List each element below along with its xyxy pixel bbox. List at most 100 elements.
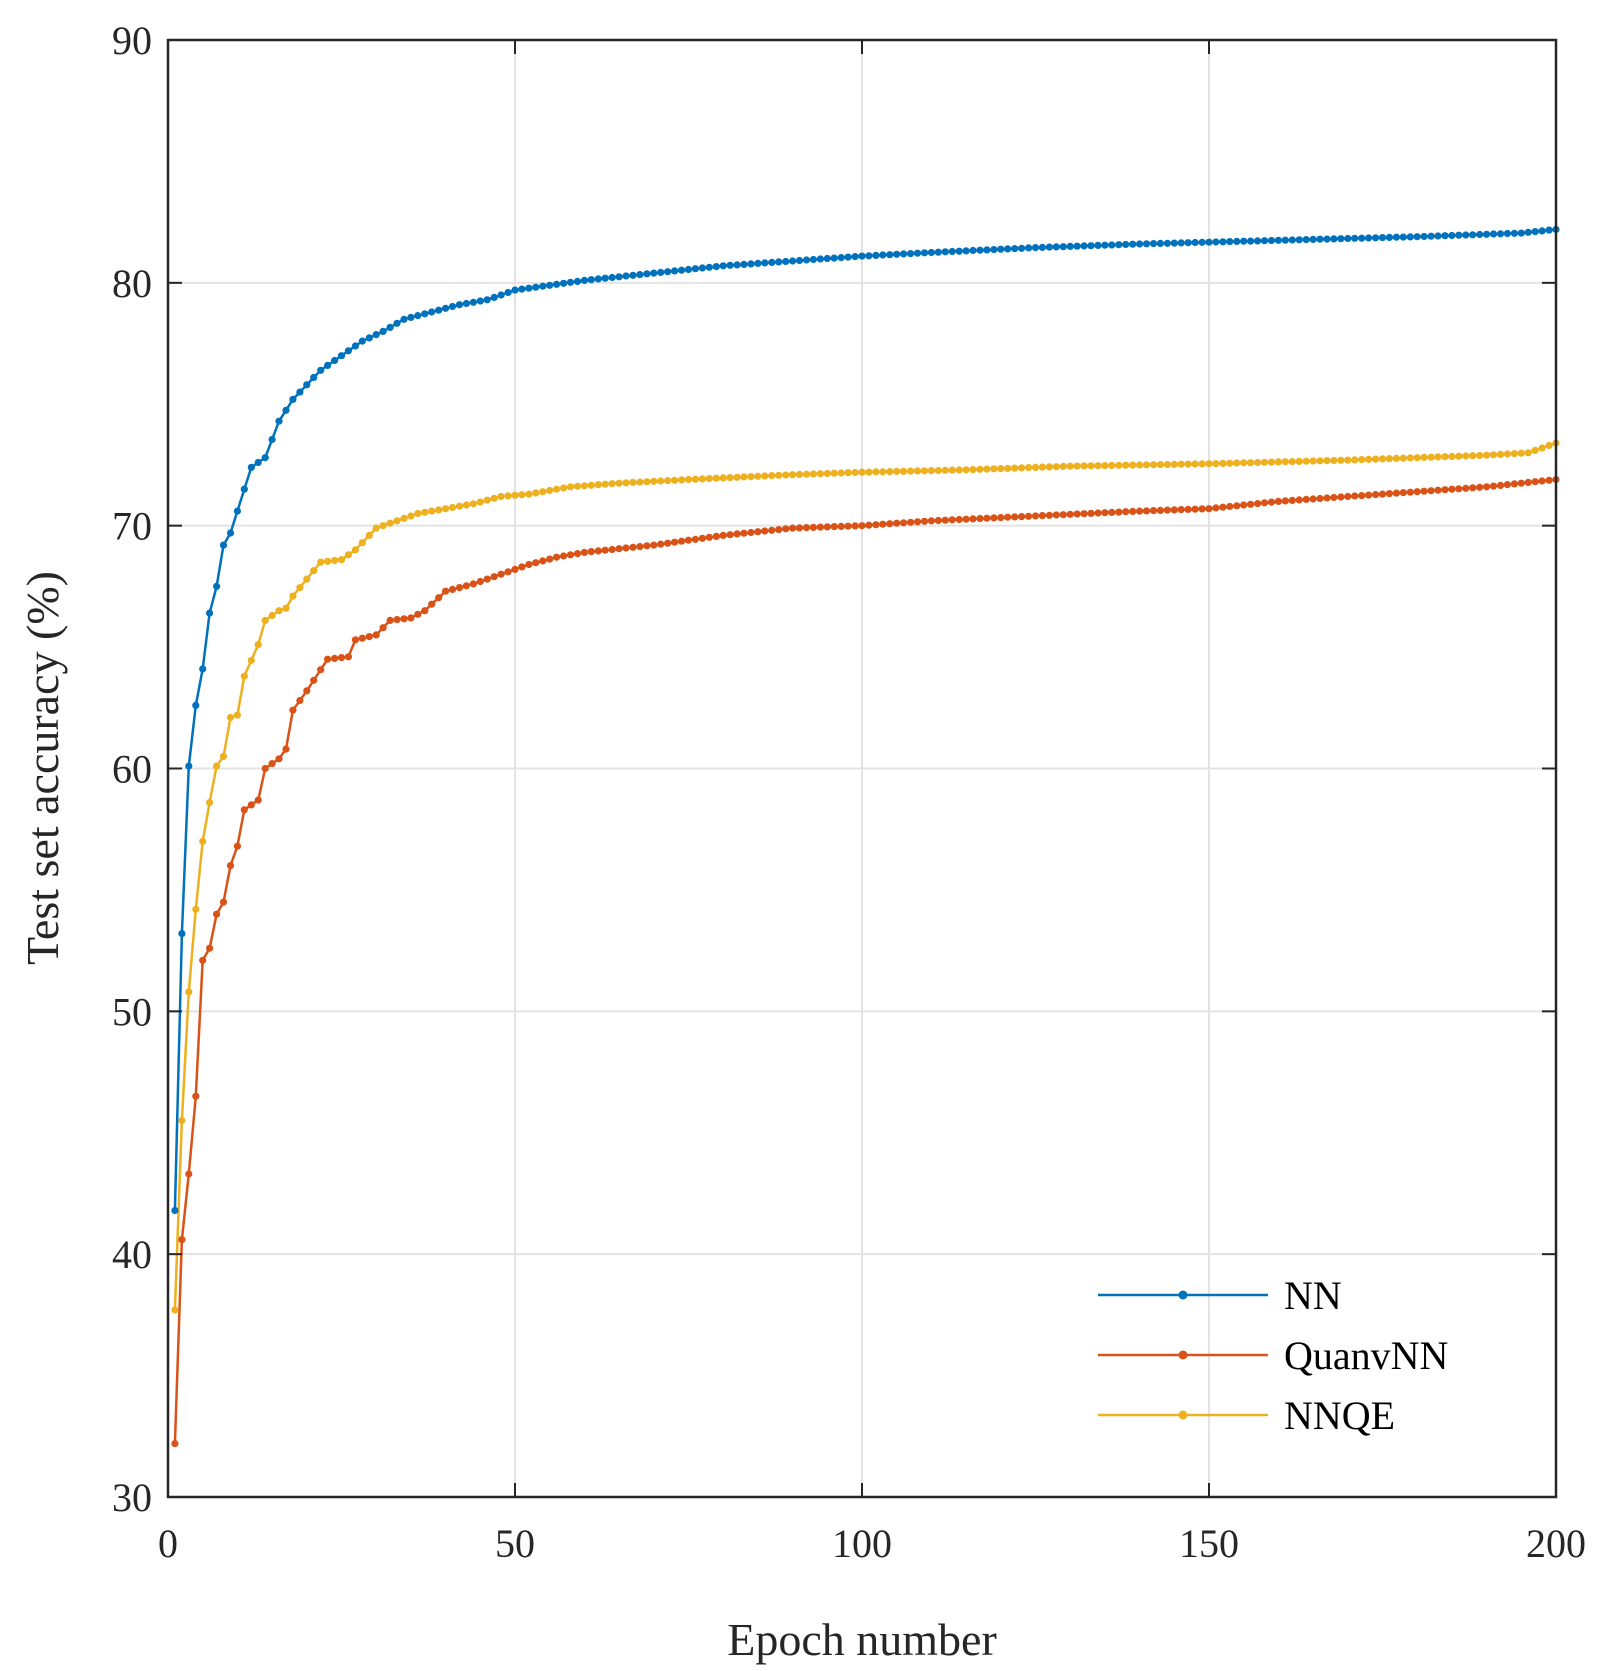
data-point-nnqe xyxy=(795,470,804,478)
data-point-nnqe xyxy=(331,556,339,565)
data-point-nnqe xyxy=(941,466,949,474)
data-point-quanvnn xyxy=(643,542,651,550)
data-point-nnqe xyxy=(490,494,498,502)
data-point-nnqe xyxy=(684,475,693,484)
data-point-nnqe xyxy=(1385,455,1393,463)
data-point-quanvnn xyxy=(733,530,741,538)
data-point-quanvnn xyxy=(1108,508,1116,516)
data-point-quanvnn xyxy=(1198,505,1206,513)
grid-lines xyxy=(168,40,1556,1497)
data-point-quanvnn xyxy=(678,537,686,545)
data-point-nn xyxy=(407,313,415,321)
data-point-nn xyxy=(553,280,561,288)
data-point-nn xyxy=(684,265,693,274)
data-point-nnqe xyxy=(421,508,429,516)
data-point-quanvnn xyxy=(1254,500,1262,508)
data-point-nnqe xyxy=(219,752,228,761)
data-point-quanvnn xyxy=(705,533,713,541)
data-point-nn xyxy=(372,331,380,339)
data-point-nnqe xyxy=(1226,459,1234,467)
data-point-quanvnn xyxy=(1462,484,1470,492)
data-point-nnqe xyxy=(920,467,929,475)
data-point-nn xyxy=(296,388,304,396)
data-point-nnqe xyxy=(1441,453,1449,461)
data-point-nnqe xyxy=(483,496,491,504)
data-point-quanvnn xyxy=(546,555,554,563)
data-point-nn xyxy=(1476,230,1484,239)
data-point-nn xyxy=(816,255,825,263)
data-point-nnqe xyxy=(969,466,977,474)
data-point-nn xyxy=(934,248,942,256)
data-point-nn xyxy=(969,246,977,255)
data-point-nnqe xyxy=(553,485,561,493)
data-point-quanvnn xyxy=(740,529,748,537)
data-point-quanvnn xyxy=(421,607,429,615)
data-point-quanvnn xyxy=(178,1236,186,1244)
data-point-nnqe xyxy=(455,502,464,510)
data-point-nnqe xyxy=(1101,462,1109,470)
data-point-nn xyxy=(1052,243,1060,251)
data-point-nn xyxy=(1163,239,1171,247)
data-point-nnqe xyxy=(1094,462,1102,470)
data-point-quanvnn xyxy=(1087,509,1095,517)
data-point-nnqe xyxy=(1087,462,1095,470)
data-point-nnqe xyxy=(1142,461,1151,469)
data-point-quanvnn xyxy=(442,587,450,595)
legend-marker-quanvnn xyxy=(1178,1350,1188,1360)
data-point-nnqe xyxy=(671,476,679,484)
data-point-nnqe xyxy=(1351,456,1359,464)
data-point-nnqe xyxy=(233,711,241,719)
data-point-nnqe xyxy=(622,479,630,487)
data-point-quanvnn xyxy=(615,545,623,553)
data-point-nn xyxy=(712,263,720,271)
data-point-quanvnn xyxy=(476,577,484,586)
data-point-nnqe xyxy=(1136,461,1144,469)
data-point-nnqe xyxy=(275,607,283,615)
data-point-nnqe xyxy=(1538,444,1546,452)
data-point-nn xyxy=(414,312,422,320)
data-point-nn xyxy=(448,302,457,311)
data-point-nn xyxy=(1448,231,1456,240)
data-point-nnqe xyxy=(1115,461,1123,469)
data-point-nn xyxy=(1191,238,1199,247)
data-point-quanvnn xyxy=(532,559,540,567)
data-point-nn xyxy=(1545,226,1553,234)
data-point-nn xyxy=(733,261,741,269)
data-point-nnqe xyxy=(615,479,623,487)
data-point-nn xyxy=(317,366,325,374)
data-point-nnqe xyxy=(1240,459,1248,467)
data-point-nn xyxy=(199,665,207,673)
data-point-nn xyxy=(851,253,859,261)
data-point-nnqe xyxy=(1247,459,1255,467)
data-point-nn xyxy=(1170,239,1178,247)
data-point-nnqe xyxy=(511,491,519,499)
data-point-quanvnn xyxy=(171,1440,179,1448)
data-point-nnqe xyxy=(1212,460,1220,468)
data-point-nn xyxy=(213,582,221,591)
data-point-nnqe xyxy=(608,480,616,488)
data-point-nnqe xyxy=(199,837,207,846)
data-point-quanvnn xyxy=(1038,511,1046,520)
data-point-quanvnn xyxy=(907,518,915,526)
data-point-nnqe xyxy=(705,475,713,483)
data-point-quanvnn xyxy=(539,557,547,565)
data-point-quanvnn xyxy=(1392,489,1400,497)
data-point-nn xyxy=(879,251,887,259)
data-point-nn xyxy=(1149,240,1158,248)
data-point-nn xyxy=(379,327,387,335)
data-point-quanvnn xyxy=(1045,511,1053,519)
data-point-nnqe xyxy=(858,468,866,476)
data-point-quanvnn xyxy=(1122,508,1130,516)
data-point-nn xyxy=(1233,237,1241,245)
data-point-nnqe xyxy=(365,531,373,540)
data-point-quanvnn xyxy=(1205,505,1213,513)
data-point-nnqe xyxy=(1156,461,1164,469)
data-point-nn xyxy=(608,273,616,282)
data-point-nn xyxy=(1281,236,1289,244)
data-point-nnqe xyxy=(469,500,477,508)
data-point-nn xyxy=(525,284,533,292)
data-point-nn xyxy=(1351,234,1359,242)
data-point-nnqe xyxy=(809,470,818,478)
data-point-quanvnn xyxy=(1267,498,1276,506)
data-point-nnqe xyxy=(573,482,582,490)
